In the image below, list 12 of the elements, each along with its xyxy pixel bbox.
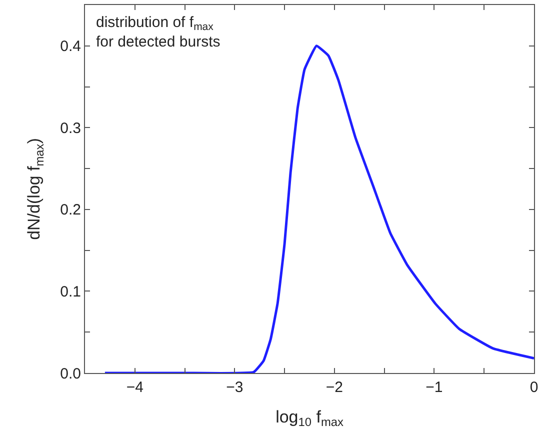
annotation: distribution of f$_{max}$ for detected bursts	[96, 14, 220, 50]
x-tick-label: −1	[426, 379, 443, 396]
x-axis-title: log$_{10}$ f$_{max}$	[276, 407, 344, 429]
x-tick-label: −3	[226, 379, 244, 396]
y-tick-label: 0.0	[60, 365, 81, 382]
x-tick-label: −2	[326, 379, 343, 396]
x-tick-label: −4	[126, 379, 144, 396]
y-tick-label: 0.1	[60, 283, 81, 300]
x-tick-label: 0	[530, 379, 538, 396]
y-tick-label: 0.3	[60, 120, 81, 137]
y-tick-label: 0.4	[60, 38, 81, 56]
y-tick-label: 0.2	[60, 202, 81, 219]
